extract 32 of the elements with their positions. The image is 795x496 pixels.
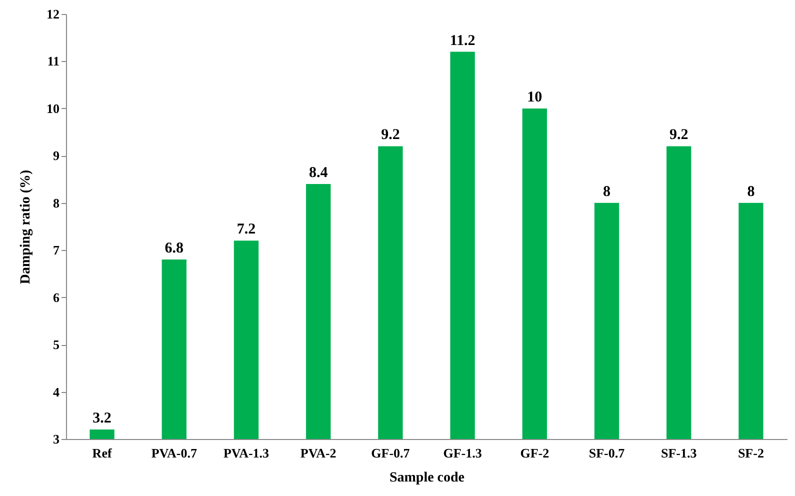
y-tick-label: 12	[46, 6, 60, 22]
x-tick-label: GF-2	[520, 446, 550, 460]
x-tick-label: PVA-1.3	[223, 446, 270, 460]
y-tick-label: 10	[46, 100, 60, 116]
data-label: 8	[747, 184, 755, 200]
data-label: 10	[527, 89, 542, 106]
data-label: 8.4	[308, 165, 328, 181]
x-tick-label: GF-1.3	[443, 446, 482, 460]
x-tick-label: PVA-2	[300, 446, 336, 460]
x-tick-label: SF-1.3	[660, 446, 698, 460]
data-label: 11.2	[450, 32, 476, 49]
data-label: 9.2	[381, 127, 400, 144]
y-tick-label: 9	[53, 148, 60, 164]
x-tick-label: GF-0.7	[371, 446, 410, 460]
x-axis-title: Sample code	[389, 470, 465, 486]
y-tick-label: 4	[53, 384, 60, 400]
data-label: 3.2	[92, 410, 112, 427]
y-axis-title: Damping ratio (%)	[18, 170, 34, 284]
data-label: 6.8	[164, 240, 184, 257]
y-tick-label: 7	[53, 242, 60, 258]
data-label: 8	[603, 184, 610, 200]
y-tick-label: 3	[53, 432, 60, 446]
y-tick-label: 6	[53, 290, 60, 305]
data-label: 9.2	[669, 127, 688, 144]
y-tick-label: 5	[53, 337, 60, 352]
x-tick-label: PVA-0.7	[151, 446, 198, 460]
data-label: 7.2	[236, 222, 256, 238]
x-tick-label: Ref	[92, 446, 112, 460]
y-tick-label: 11	[47, 54, 60, 69]
y-tick-label: 8	[53, 195, 60, 210]
x-tick-label: SF-2	[738, 446, 764, 460]
x-tick-label: SF-0.7	[588, 446, 626, 460]
